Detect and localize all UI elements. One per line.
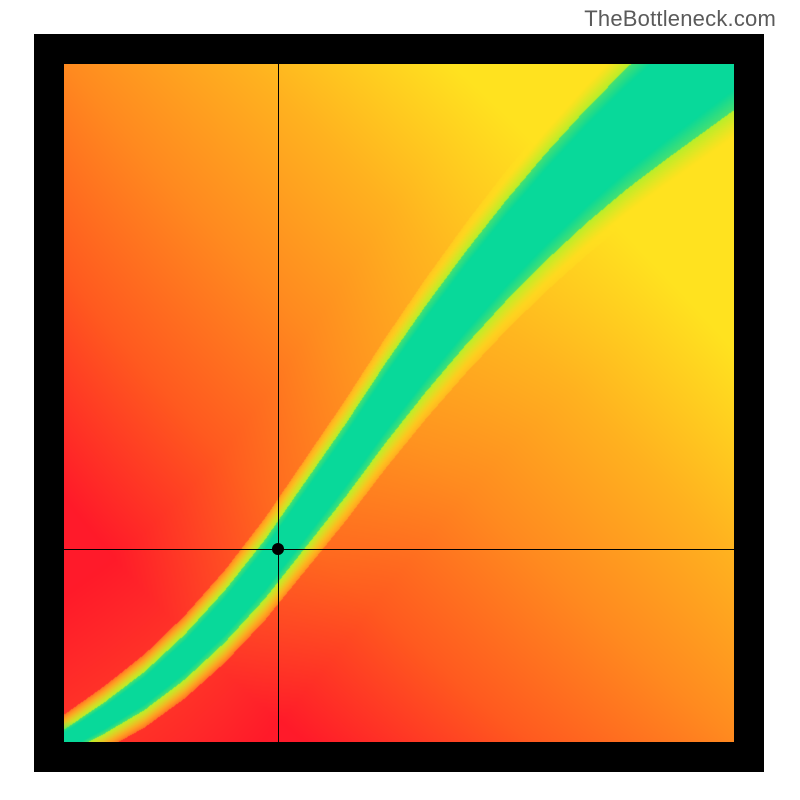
bottleneck-heatmap-container: TheBottleneck.com bbox=[0, 0, 800, 800]
crosshair-point bbox=[272, 543, 284, 555]
crosshair-vertical bbox=[278, 64, 279, 742]
crosshair-horizontal bbox=[64, 549, 734, 550]
heatmap-canvas bbox=[64, 64, 734, 742]
watermark-label: TheBottleneck.com bbox=[584, 6, 776, 32]
